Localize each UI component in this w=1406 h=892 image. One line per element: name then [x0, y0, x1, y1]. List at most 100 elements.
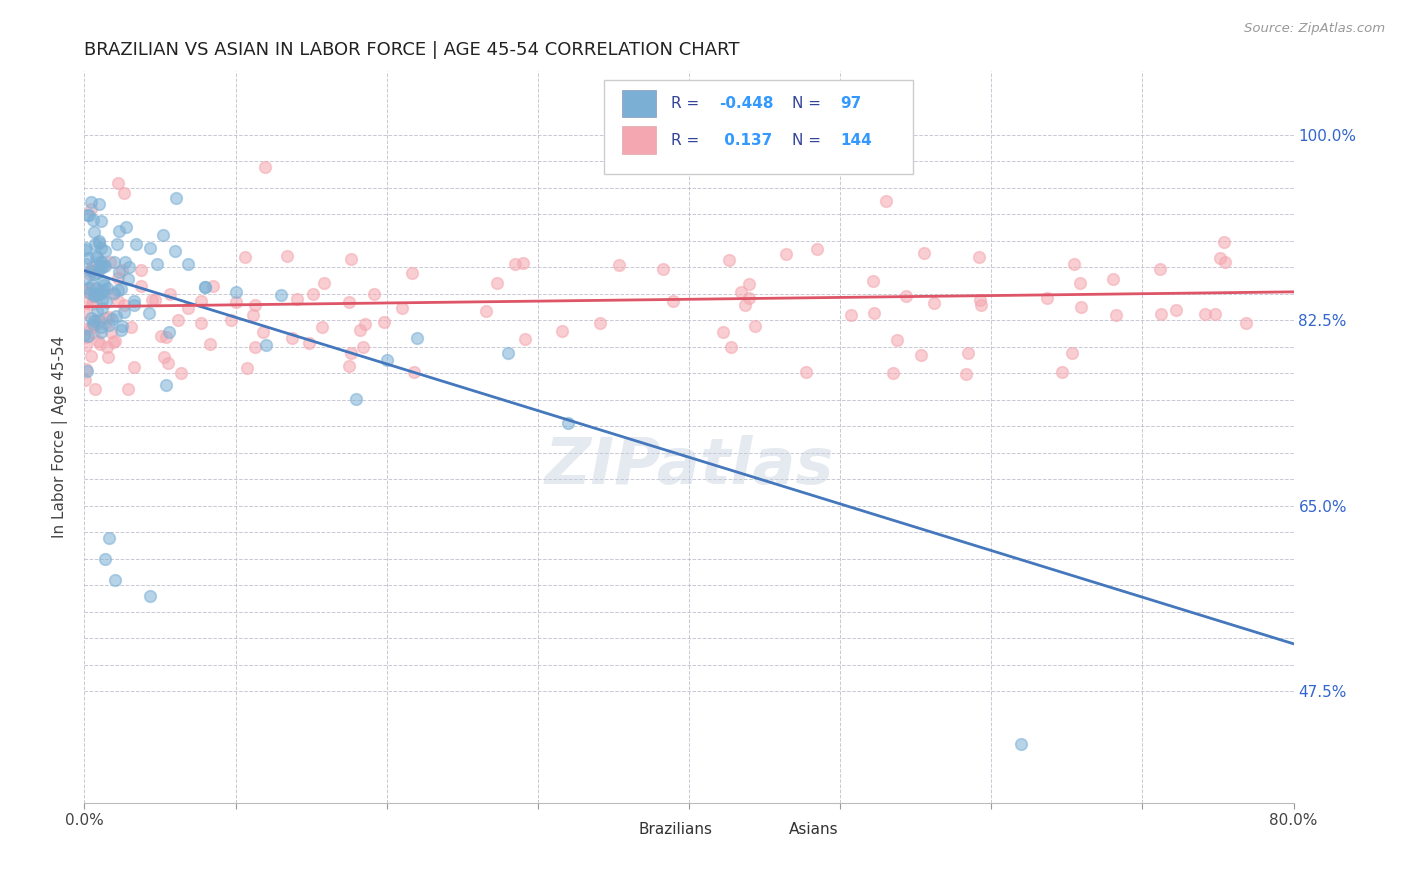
Point [90, 301, 112, 316]
Point [97, 350, 120, 364]
Point [103, 285, 125, 300]
Point [80, 320, 103, 334]
Point [157, 355, 180, 369]
Text: Source: ZipAtlas.com: Source: ZipAtlas.com [1244, 22, 1385, 36]
Point [225, 294, 247, 309]
Point [352, 340, 374, 354]
Point [512, 256, 534, 270]
Point [75, 338, 97, 352]
Point [82, 297, 104, 311]
Point [103, 254, 125, 268]
Point [90, 320, 112, 334]
Point [112, 186, 135, 201]
Point [101, 334, 124, 349]
Point [503, 257, 526, 271]
Point [108, 265, 131, 279]
Point [157, 325, 180, 339]
Point [1036, 292, 1059, 306]
Point [75, 361, 97, 376]
Point [910, 348, 932, 362]
Text: R =: R = [671, 133, 699, 147]
Point [375, 353, 398, 368]
Point [98, 255, 121, 269]
Point [75, 330, 97, 344]
Point [80, 260, 103, 274]
Point [94, 316, 117, 330]
Point [94, 295, 117, 310]
Point [89, 255, 111, 269]
Point [79, 202, 101, 216]
Point [90, 260, 112, 275]
Point [391, 301, 413, 315]
Text: Asians: Asians [789, 822, 839, 837]
Text: 97: 97 [841, 96, 862, 111]
Point [77, 329, 100, 343]
Point [75, 284, 97, 298]
Point [83, 313, 105, 327]
Point [129, 278, 152, 293]
Point [738, 277, 761, 292]
Point [96, 340, 118, 354]
Point [1213, 255, 1236, 269]
Point [1234, 316, 1257, 330]
Point [496, 346, 519, 360]
Point [236, 361, 259, 376]
Point [302, 286, 325, 301]
Point [75, 271, 97, 285]
Point [79, 286, 101, 301]
Point [125, 237, 148, 252]
Point [401, 266, 423, 280]
Point [107, 270, 129, 285]
Point [243, 340, 266, 354]
Point [122, 360, 145, 375]
Point [87, 234, 110, 248]
Point [363, 287, 385, 301]
Text: Brazilians: Brazilians [638, 822, 713, 837]
Point [711, 325, 734, 339]
Point [100, 311, 122, 326]
Point [340, 345, 363, 359]
Point [314, 276, 336, 290]
Point [114, 255, 136, 269]
Point [202, 279, 225, 293]
Point [90, 325, 112, 339]
Point [110, 282, 132, 296]
Point [82, 293, 104, 308]
Point [73, 306, 96, 320]
Point [1069, 276, 1091, 290]
Text: BRAZILIAN VS ASIAN IN LABOR FORCE | AGE 45-54 CORRELATION CHART: BRAZILIAN VS ASIAN IN LABOR FORCE | AGE … [84, 41, 740, 59]
Point [83, 287, 105, 301]
Point [190, 316, 212, 330]
Point [349, 323, 371, 337]
Point [111, 319, 134, 334]
Point [89, 286, 111, 301]
Point [233, 250, 256, 264]
Point [1102, 272, 1125, 286]
Point [91, 255, 114, 269]
Point [353, 317, 375, 331]
Point [77, 281, 100, 295]
Point [730, 285, 752, 300]
Point [97, 310, 120, 324]
Point [86, 250, 108, 264]
Point [76, 208, 98, 222]
Point [276, 249, 298, 263]
Point [89, 337, 111, 351]
Point [86, 266, 108, 280]
Point [862, 274, 884, 288]
Point [744, 319, 766, 334]
Point [110, 323, 132, 337]
Point [90, 286, 112, 301]
Point [84, 383, 107, 397]
Point [254, 338, 277, 352]
FancyBboxPatch shape [605, 80, 912, 174]
Point [104, 334, 127, 349]
Point [165, 191, 187, 205]
Point [557, 417, 579, 431]
Point [112, 305, 135, 319]
Point [79, 267, 101, 281]
Point [252, 325, 274, 339]
Point [90, 214, 112, 228]
Point [83, 286, 105, 301]
Point [91, 284, 114, 298]
